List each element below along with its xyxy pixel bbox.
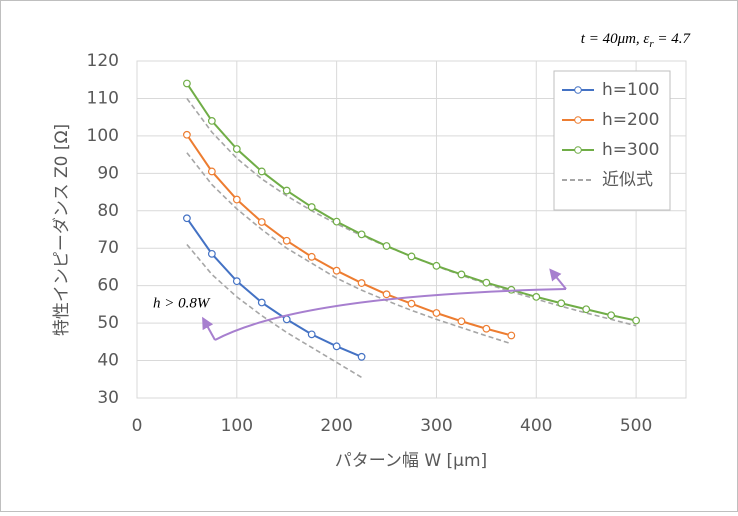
marker — [357, 352, 366, 361]
marker — [432, 261, 441, 270]
conditions-text: t = 40μm, ε — [581, 31, 650, 47]
legend-marker — [574, 86, 582, 94]
marker — [482, 278, 491, 287]
y-tick-label: 50 — [97, 313, 119, 333]
line — [186, 217, 362, 358]
marker — [432, 309, 441, 317]
fit-line — [186, 243, 363, 379]
marker — [607, 311, 616, 320]
marker — [282, 186, 291, 195]
marker — [382, 290, 391, 299]
x-tick-label: 400 — [520, 416, 552, 436]
conditions: t = 40μm, εr = 4.7 — [581, 31, 692, 49]
marker — [407, 252, 416, 261]
y-tick-label: 70 — [97, 238, 119, 258]
marker — [332, 266, 341, 275]
marker — [332, 217, 341, 226]
fit-line — [186, 152, 512, 345]
marker — [307, 203, 316, 211]
marker — [532, 293, 541, 301]
marker — [382, 242, 391, 250]
y-tick-label: 110 — [87, 88, 119, 108]
legend-box — [553, 70, 671, 211]
marker — [307, 252, 316, 261]
legend-label: h=300 — [602, 140, 659, 160]
x-tick-label: 300 — [420, 416, 452, 436]
marker — [482, 324, 491, 333]
marker — [582, 305, 591, 314]
marker — [557, 299, 566, 308]
marker — [407, 299, 416, 308]
marker — [183, 130, 191, 139]
marker — [307, 330, 316, 339]
legend-marker — [574, 146, 582, 154]
annotation: h > 0.8W — [153, 295, 211, 311]
marker — [457, 270, 466, 279]
marker — [282, 236, 291, 245]
y-tick-label: 120 — [87, 51, 119, 71]
legend-label: 近似式 — [602, 170, 653, 190]
plot-border — [136, 60, 687, 399]
marker — [507, 331, 516, 340]
y-axis-label: 特性インピーダンス Z0 [Ω] — [52, 124, 72, 336]
line — [186, 134, 512, 337]
marker — [232, 195, 241, 204]
y-tick-label: 60 — [97, 276, 119, 296]
conditions-text: = 4.7 — [654, 31, 692, 47]
marker — [257, 218, 266, 226]
marker — [183, 214, 191, 223]
x-tick-label: 500 — [620, 416, 652, 436]
range-arrow — [202, 268, 567, 341]
x-tick-label: 0 — [132, 416, 143, 436]
marker — [207, 249, 216, 258]
y-tick-label: 30 — [97, 388, 119, 408]
marker — [357, 279, 366, 287]
x-axis-label: パターン幅 W [μm] — [335, 451, 487, 471]
legend-label: h=100 — [602, 80, 659, 100]
plot-area: 30 40 50 60 70 80 90 100 110 120 0 100 200 300 400 500 h… — [87, 51, 687, 436]
marker — [207, 117, 216, 125]
marker — [282, 315, 291, 324]
marker — [357, 230, 366, 239]
marker — [257, 167, 266, 176]
y-tick-label: 80 — [97, 201, 119, 221]
conditions-sub: r — [649, 38, 654, 50]
marker — [632, 316, 640, 325]
marker — [232, 277, 241, 286]
x-tick-label: 200 — [320, 416, 352, 436]
marker — [183, 79, 191, 88]
marker — [257, 298, 266, 307]
marker — [332, 342, 341, 351]
y-tick-label: 90 — [97, 163, 119, 183]
legend-marker — [574, 116, 582, 124]
legend-label: h=200 — [602, 110, 659, 130]
y-tick-label: 100 — [87, 126, 119, 146]
marker — [457, 317, 466, 326]
marker — [232, 145, 241, 153]
marker — [207, 167, 216, 176]
x-tick-label: 100 — [221, 416, 253, 436]
y-tick-label: 40 — [97, 351, 119, 371]
